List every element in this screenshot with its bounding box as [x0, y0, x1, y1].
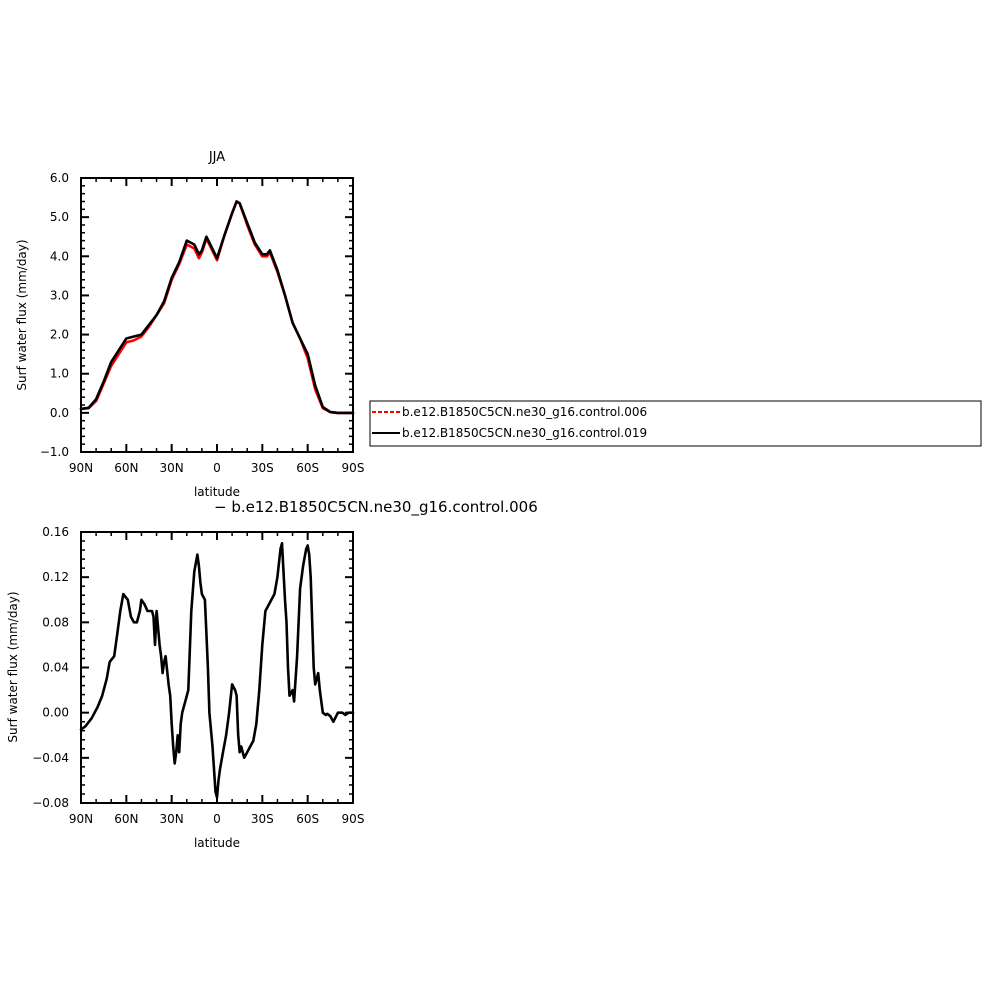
top-series-lines — [79, 200, 355, 415]
top-y-tick-label: 1.0 — [50, 367, 69, 381]
top-y-tick-label: 0.0 — [50, 406, 69, 420]
bottom-y-tick-label: 0.16 — [42, 525, 69, 539]
legend-entry-control-006: b.e12.B1850C5CN.ne30_g16.control.006 — [402, 405, 647, 419]
bottom-x-tick-label: 60S — [296, 812, 319, 826]
top-x-tick-label: 0 — [213, 461, 221, 475]
top-y-tick-label: −1.0 — [40, 445, 69, 459]
top-x-tick-label: 30S — [251, 461, 274, 475]
bottom-y-tick-label: 0.08 — [42, 615, 69, 629]
top-x-tick-label: 30N — [160, 461, 184, 475]
top-y-tick-label: 5.0 — [50, 210, 69, 224]
bottom-series-lines — [79, 541, 355, 799]
bottom-x-tick-label: 60N — [114, 812, 138, 826]
bottom-plot-frame — [80, 531, 354, 804]
bottom-y-tick-label: 0.04 — [42, 661, 69, 675]
top-y-axis-title: Surf water flux (mm/day) — [15, 239, 29, 390]
legend-box — [369, 400, 982, 447]
top-y-tick-label: 3.0 — [50, 288, 69, 302]
bottom-x-tick-label: 90S — [342, 812, 365, 826]
bottom-x-axis-title: latitude — [194, 836, 240, 850]
top-x-tick-label: 60S — [296, 461, 319, 475]
bottom-y-tick-label: −0.04 — [32, 751, 69, 765]
bottom-y-tick-label: 0.00 — [42, 706, 69, 720]
bottom-x-tick-label: 30S — [251, 812, 274, 826]
top-series-line-1 — [79, 200, 355, 415]
bottom-x-tick-label: 90N — [69, 812, 93, 826]
bottom-y-axis-title: Surf water flux (mm/day) — [6, 591, 20, 742]
top-x-tick-label: 90S — [342, 461, 365, 475]
legend-entry-control-019: b.e12.B1850C5CN.ne30_g16.control.019 — [402, 426, 647, 440]
bottom-x-tick-label: 30N — [160, 812, 184, 826]
bottom-y-tick-label: 0.12 — [42, 570, 69, 584]
top-series-line-0 — [79, 200, 355, 415]
top-x-axis-title: latitude — [194, 485, 240, 499]
bottom-axis-ticks: 90N 60N 30N 0 30S 60S 90S −0.08 −0.04 0.00 0.04 0.0… — [32, 525, 364, 826]
top-x-tick-label: 90N — [69, 461, 93, 475]
top-y-tick-label: 6.0 — [50, 171, 69, 185]
top-y-tick-label: 2.0 — [50, 328, 69, 342]
legend: b.e12.B1850C5CN.ne30_g16.control.006 b.e… — [369, 400, 982, 447]
bottom-series-line-0 — [79, 541, 355, 799]
bottom-x-tick-label: 0 — [213, 812, 221, 826]
top-axis-ticks: 90N 60N 30N 0 30S 60S 90S −1.0 0.0 1.0 2.0 3.0 4.0 5.… — [40, 171, 365, 475]
bottom-chart-title: − b.e12.B1850C5CN.ne30_g16.control.006 — [214, 498, 538, 517]
top-plot-frame — [80, 177, 354, 453]
top-chart-title: JJA — [208, 150, 225, 165]
top-y-tick-label: 4.0 — [50, 249, 69, 263]
top-x-tick-label: 60N — [114, 461, 138, 475]
top-panel: JJA 90N 60N 30N 0 30S 60S 90S −1.0 0.0 1.0 2.0 3.0 4… — [15, 150, 364, 499]
bottom-panel: − b.e12.B1850C5CN.ne30_g16.control.006 9… — [6, 498, 538, 850]
bottom-y-tick-label: −0.08 — [32, 796, 69, 810]
